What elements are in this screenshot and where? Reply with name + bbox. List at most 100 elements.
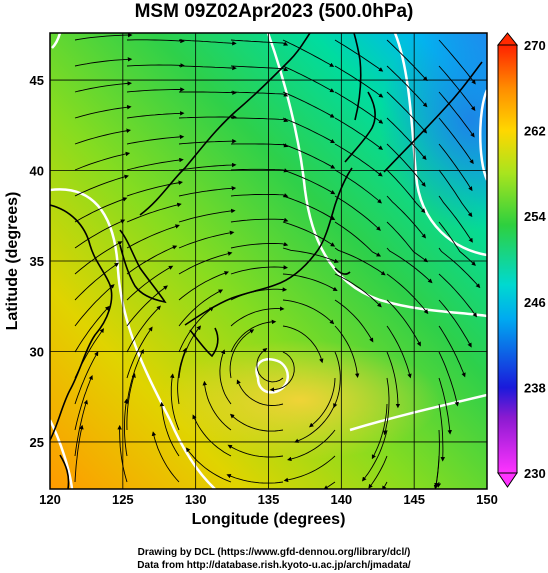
streamline [192, 414, 232, 457]
streamline [230, 91, 289, 97]
streamline [230, 241, 289, 249]
coastline-japan [184, 167, 353, 326]
streamline [386, 325, 412, 379]
colorbar-tick-label: 230 [524, 466, 546, 481]
coastlines [50, 33, 483, 489]
streamline [169, 373, 180, 431]
streamline [382, 481, 388, 489]
coastline-kuril [383, 61, 483, 173]
x-tick-label: 125 [112, 492, 134, 507]
streamline [230, 168, 289, 173]
y-tick-label: 40 [30, 164, 44, 179]
streamline [74, 375, 93, 431]
streamline [386, 351, 401, 409]
wind-streamlines [74, 33, 481, 489]
streamline [230, 65, 289, 72]
streamline [334, 143, 383, 177]
streamline [126, 372, 136, 431]
streamline [74, 351, 99, 405]
streamline [230, 193, 289, 198]
streamline [74, 151, 131, 171]
streamline [386, 221, 429, 263]
colorbar-tick-label: 262 [524, 124, 546, 139]
y-axis-ticks: 25 30 35 40 45 [30, 73, 44, 450]
y-tick-label: 25 [30, 435, 44, 450]
streamline [334, 273, 382, 308]
streamline [74, 105, 132, 119]
streamline [178, 39, 237, 46]
isotherm-contour [479, 89, 487, 181]
x-tick-label: 130 [185, 492, 207, 507]
streamline [74, 33, 133, 41]
x-tick-label: 120 [39, 492, 61, 507]
streamline [438, 403, 446, 462]
y-tick-label: 30 [30, 344, 44, 359]
streamline [386, 65, 428, 108]
streamline [334, 117, 384, 150]
streamline [178, 114, 237, 120]
colorbar-scale [497, 44, 518, 474]
streamline [178, 65, 237, 71]
streamline [333, 351, 341, 409]
streamline [438, 377, 452, 435]
streamline [230, 319, 277, 353]
coastline-kyushu [189, 327, 219, 358]
streamline [227, 444, 284, 458]
credit-drawing: Drawing by DCL (https://www.gfd-dennou.o… [137, 547, 411, 558]
streamline [117, 424, 128, 483]
streamline [438, 65, 476, 111]
streamline [438, 195, 473, 243]
streamline [126, 265, 174, 301]
colorbar-tick-label: 238 [524, 380, 546, 395]
streamline [283, 455, 336, 483]
colorbar: 230 238 246 254 262 270 [496, 32, 546, 488]
streamline [282, 91, 335, 118]
streamline [230, 306, 285, 327]
streamline [334, 65, 384, 98]
coastline-sakhalin [353, 33, 362, 121]
streamline [178, 306, 214, 353]
streamline [123, 398, 129, 457]
streamline [282, 221, 336, 247]
streamline [386, 91, 428, 134]
streamline [256, 347, 284, 383]
streamline [185, 447, 232, 483]
streamline [362, 429, 388, 482]
streamline [126, 38, 185, 44]
streamline [126, 202, 182, 223]
streamline [178, 208, 236, 223]
isotherm-contour [349, 393, 487, 432]
streamline [126, 157, 184, 171]
colorbar-tick-label: 246 [524, 295, 546, 310]
coastline-taiwan [59, 454, 70, 489]
colorbar-max-arrow [496, 32, 519, 46]
streamline [386, 117, 427, 161]
streamline [287, 429, 336, 462]
streamline [126, 224, 180, 249]
streamline [282, 39, 335, 67]
streamline [438, 117, 474, 165]
credit-data: Data from http://database.rish.kyoto-u.a… [137, 560, 411, 571]
streamline [179, 90, 237, 95]
streamline [226, 474, 284, 484]
streamline [178, 251, 233, 275]
streamline [282, 273, 338, 291]
streamline [386, 169, 426, 214]
streamline [438, 325, 466, 378]
streamline [371, 403, 388, 460]
colorbar-min-arrow [497, 472, 518, 488]
streamline [438, 221, 476, 266]
streamline [126, 134, 185, 145]
streamline [229, 329, 255, 379]
streamline [308, 377, 336, 428]
streamline [386, 273, 429, 315]
isotherm-contour [50, 419, 74, 489]
streamline [282, 117, 336, 144]
streamline [368, 455, 388, 489]
x-tick-label: 145 [403, 492, 425, 507]
streamline [282, 65, 335, 93]
streamline [269, 351, 295, 392]
streamline [282, 299, 335, 325]
streamline [74, 305, 110, 353]
